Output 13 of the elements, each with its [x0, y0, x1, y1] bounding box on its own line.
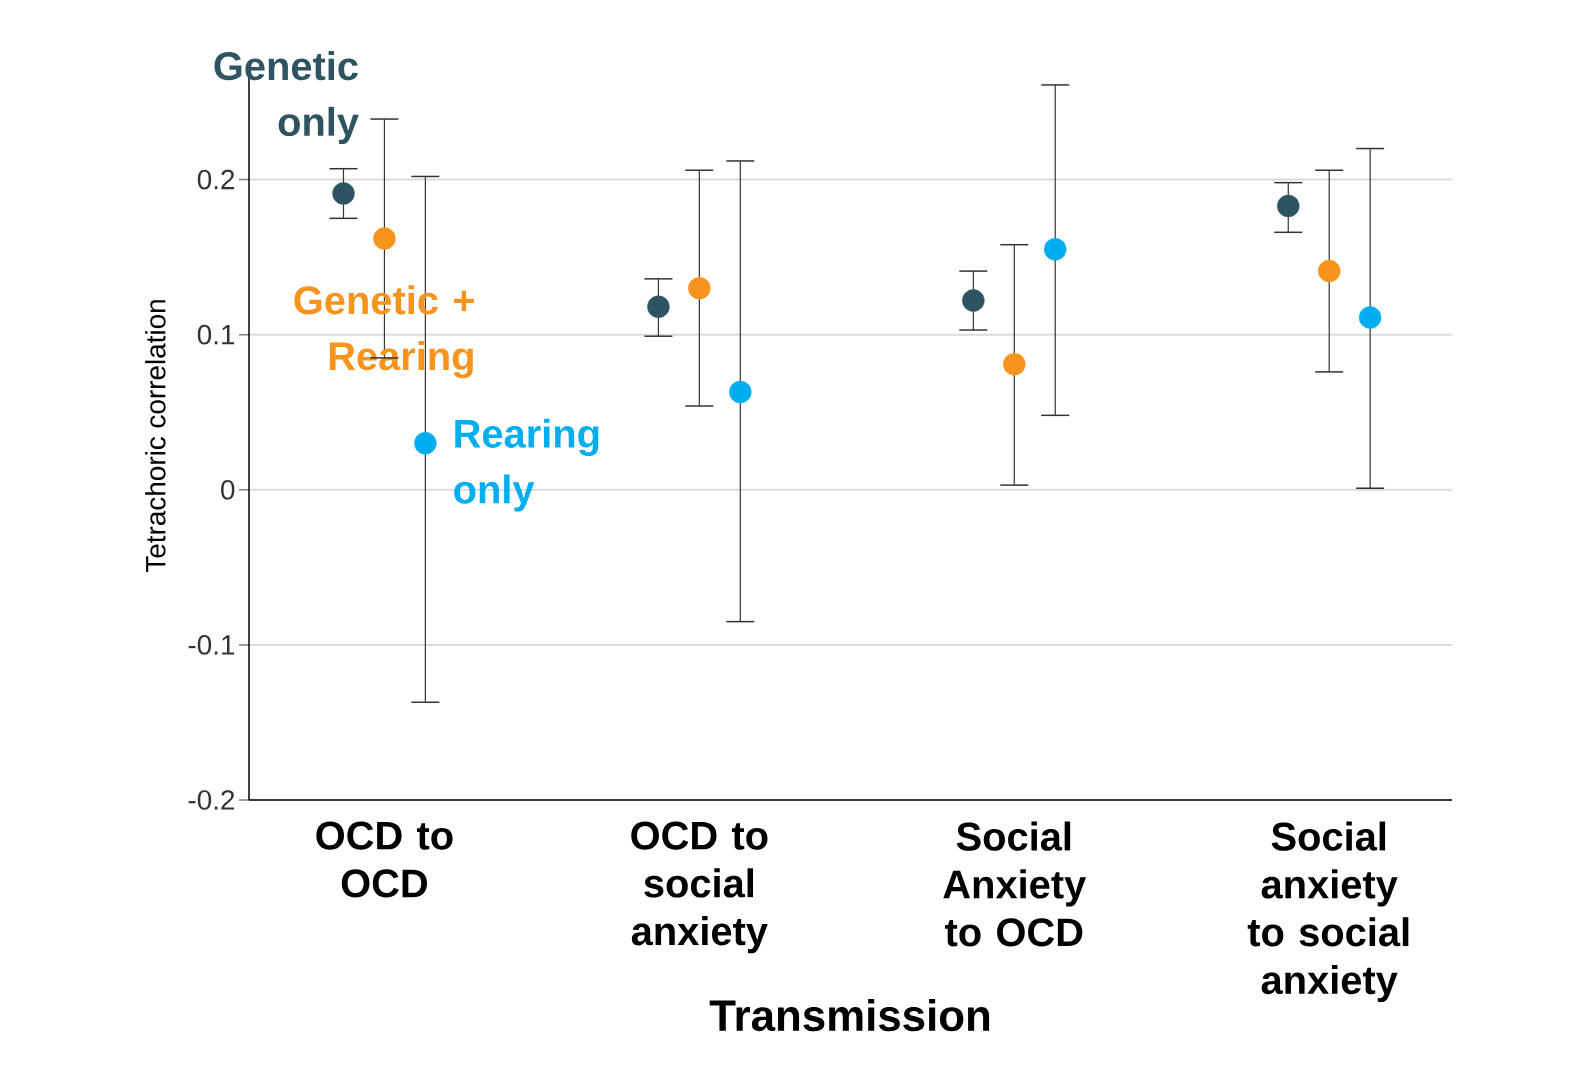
y-tick-label: 0.2 [197, 169, 235, 190]
x-tick-label: OCD to OCD [316, 821, 453, 898]
y-tick-label: -0.2 [188, 790, 235, 810]
y-axis-title: Tetrachoric correlation [145, 300, 166, 573]
y-tick-label: -0.1 [188, 635, 235, 655]
legend-label: Rearing only [454, 418, 599, 512]
x-tick-label: Social Anxiety to OCD [943, 821, 1087, 947]
x-tick-label: Social anxiety to social anxiety [1247, 821, 1409, 1003]
y-tick-label: 0.1 [197, 324, 235, 345]
y-tick-label: 0 [221, 479, 235, 500]
x-tick-label: OCD to social anxiety [631, 821, 768, 954]
x-axis-title: Transmission [709, 998, 990, 1032]
series-label: Genetic only [214, 51, 359, 144]
